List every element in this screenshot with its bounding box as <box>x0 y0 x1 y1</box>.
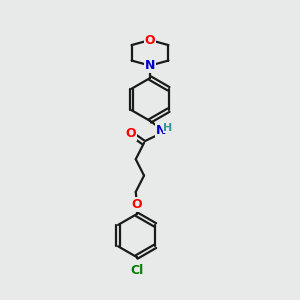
Text: H: H <box>163 123 172 133</box>
Text: N: N <box>145 59 155 72</box>
Text: Cl: Cl <box>130 263 143 277</box>
Text: N: N <box>156 124 166 137</box>
Text: O: O <box>145 34 155 46</box>
Text: O: O <box>125 127 136 140</box>
Text: O: O <box>131 198 142 211</box>
